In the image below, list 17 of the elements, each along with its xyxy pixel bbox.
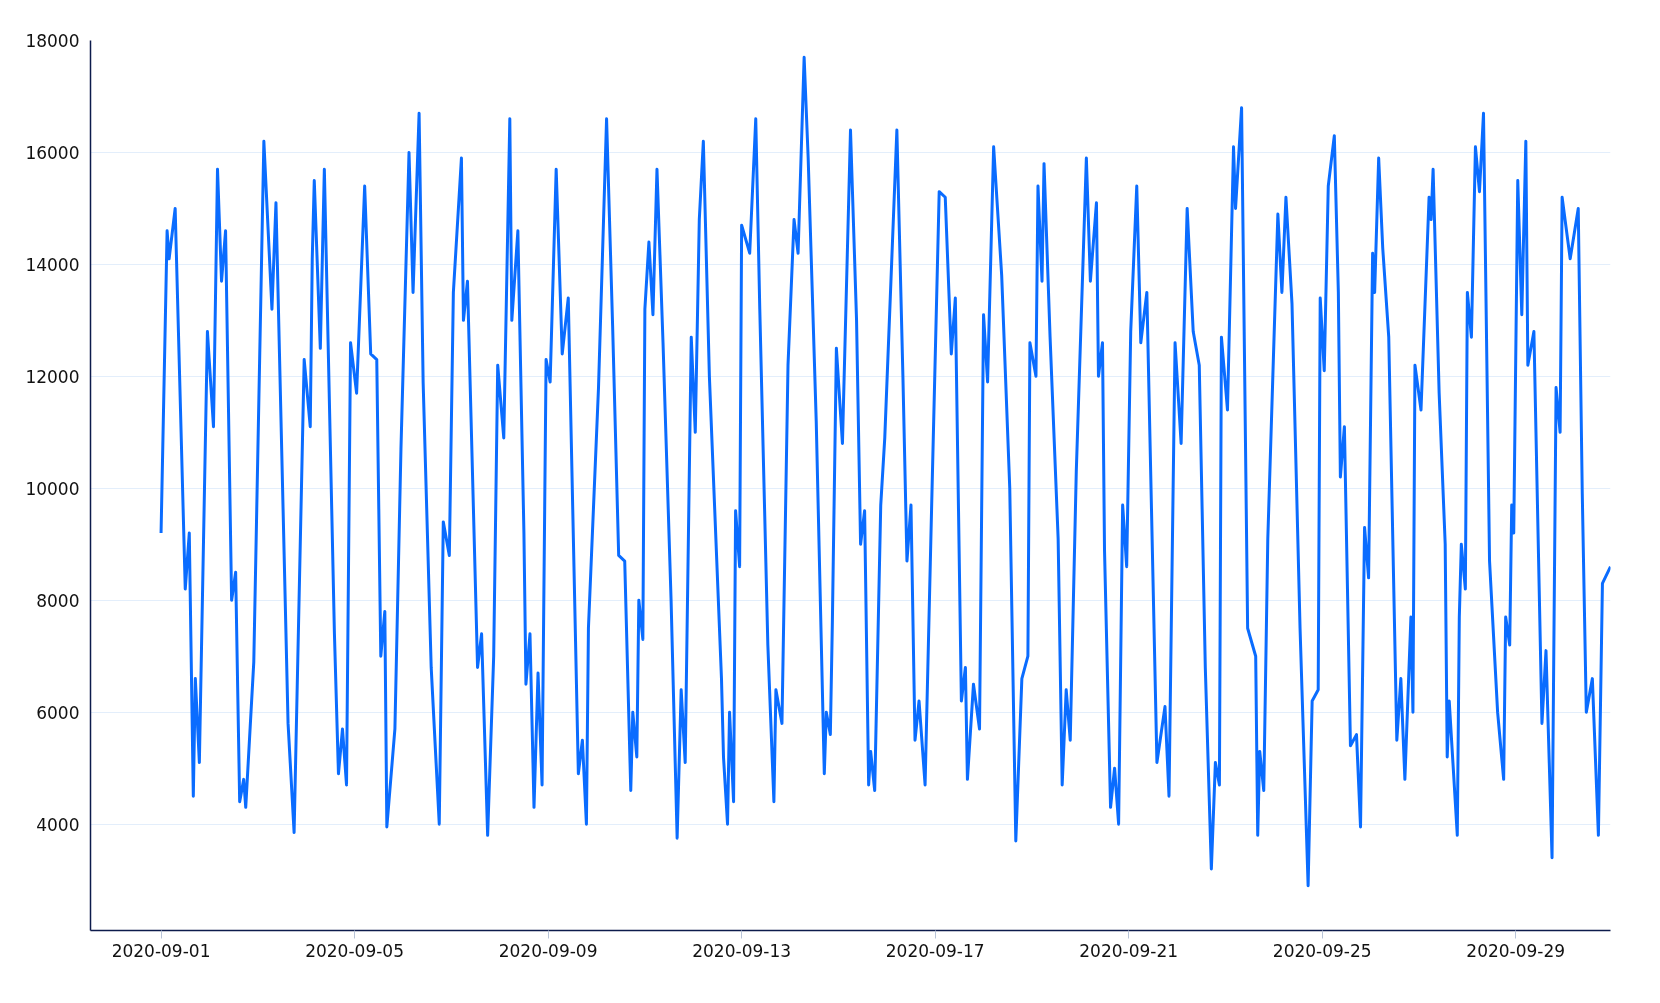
y-tick-label: 12000 <box>25 366 80 387</box>
x-tick-label: 2020-09-09 <box>498 940 598 961</box>
y-tick-label: 8000 <box>36 590 80 611</box>
y-tick-label: 14000 <box>25 254 80 275</box>
x-tick-label: 2020-09-05 <box>305 940 404 961</box>
x-tick-label: 2020-09-17 <box>885 940 985 961</box>
y-tick-label: 18000 <box>25 31 80 51</box>
x-tick-label: 2020-09-13 <box>692 940 792 961</box>
x-tick-label: 2020-09-21 <box>1079 940 1179 961</box>
y-tick-label: 4000 <box>36 814 80 835</box>
x-tick-label: 2020-09-25 <box>1272 940 1372 961</box>
y-tick-label: 16000 <box>25 142 80 163</box>
y-tick-label: 10000 <box>25 478 80 499</box>
y-tick-label: 6000 <box>36 702 80 723</box>
x-tick-label: 2020-09-01 <box>111 940 211 961</box>
x-tick-label: 2020-09-29 <box>1466 940 1566 961</box>
line-series <box>159 55 1611 888</box>
